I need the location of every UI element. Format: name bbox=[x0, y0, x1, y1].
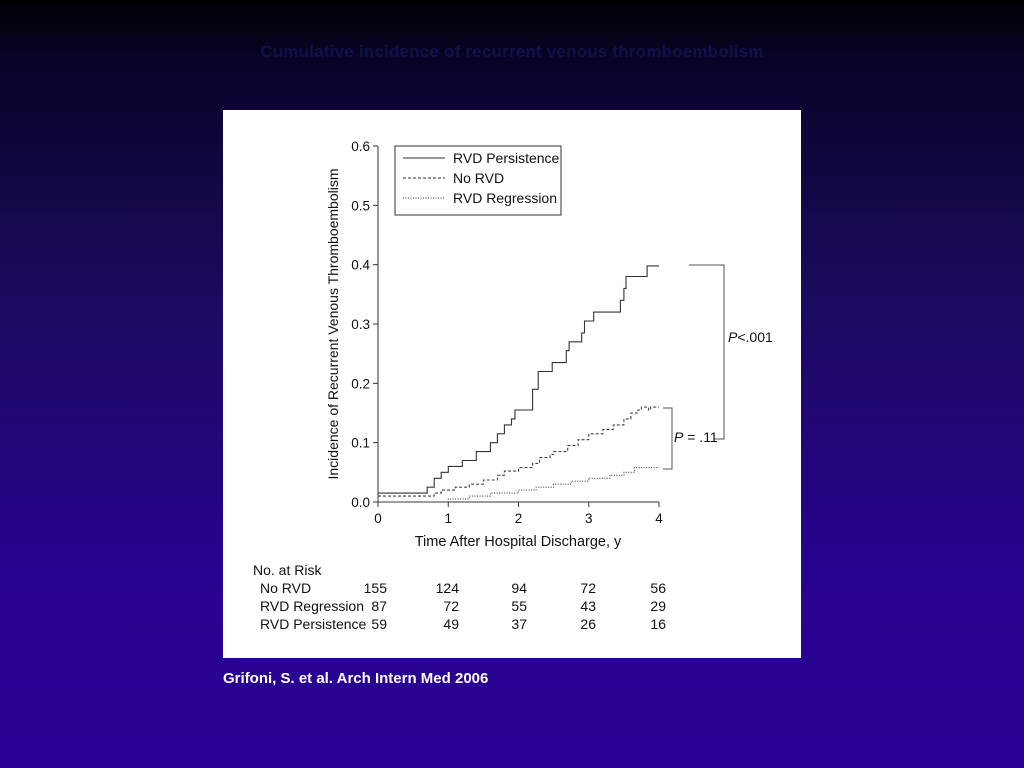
risk-row-label: RVD Persistence bbox=[260, 616, 367, 632]
x-tick-label: 3 bbox=[585, 511, 593, 526]
annotation-p11: P = .11 bbox=[674, 429, 718, 445]
bracket-p11 bbox=[663, 407, 673, 470]
chart: 0.0 0.1 0.2 0.3 0.4 0.5 0.6 0 1 2 3 4 RVD Persisten… bbox=[253, 139, 773, 632]
risk-cell: 55 bbox=[511, 598, 527, 614]
risk-table: No. at Risk No RVD 155 124 94 72 56 RVD Regres… bbox=[253, 562, 666, 632]
annotation-p001: P<.001 bbox=[728, 329, 773, 345]
x-tick-label: 1 bbox=[444, 511, 452, 526]
risk-cell: 16 bbox=[650, 616, 666, 632]
y-tick-label: 0.4 bbox=[351, 258, 370, 273]
annotation-p11-value: = .11 bbox=[683, 429, 718, 445]
legend-label: No RVD bbox=[453, 170, 504, 186]
y-tick-label: 0.2 bbox=[351, 376, 370, 391]
risk-cell: 37 bbox=[511, 616, 527, 632]
risk-table-title: No. at Risk bbox=[253, 562, 322, 578]
risk-cell: 94 bbox=[511, 580, 527, 596]
series-line-no-rvd bbox=[378, 406, 659, 497]
slide-title: Cumulative incidence of recurrent venous… bbox=[260, 42, 764, 61]
risk-cell: 49 bbox=[443, 616, 459, 632]
risk-cell: 155 bbox=[364, 580, 388, 596]
annotation-p001-prefix: P bbox=[728, 329, 738, 345]
y-tick-label: 0.0 bbox=[351, 495, 370, 510]
risk-cell: 87 bbox=[371, 598, 387, 614]
x-tick-label: 2 bbox=[515, 511, 523, 526]
y-tick-label: 0.5 bbox=[351, 198, 370, 213]
y-tick-label: 0.1 bbox=[351, 436, 370, 451]
y-axis-label: Incidence of Recurrent Venous Thromboemb… bbox=[325, 168, 341, 479]
risk-cell: 72 bbox=[443, 598, 459, 614]
y-tick-label: 0.6 bbox=[351, 139, 370, 154]
x-tick-label: 4 bbox=[655, 511, 663, 526]
x-tick-label: 0 bbox=[374, 511, 382, 526]
risk-cell: 26 bbox=[580, 616, 596, 632]
citation: Grifoni, S. et al. Arch Intern Med 2006 bbox=[223, 670, 489, 687]
y-tick-label: 0.3 bbox=[351, 317, 370, 332]
risk-cell: 43 bbox=[580, 598, 596, 614]
bracket-p001 bbox=[689, 264, 725, 440]
risk-cell: 59 bbox=[371, 616, 387, 632]
figure-panel: 0.0 0.1 0.2 0.3 0.4 0.5 0.6 0 1 2 3 4 RVD Persisten… bbox=[223, 110, 801, 658]
risk-cell: 124 bbox=[436, 580, 460, 596]
axes: 0.0 0.1 0.2 0.3 0.4 0.5 0.6 0 1 2 3 4 bbox=[351, 139, 663, 526]
annotations: P<.001 P = .11 bbox=[663, 264, 773, 470]
risk-cell: 29 bbox=[650, 598, 666, 614]
annotation-p001-value: <.001 bbox=[737, 329, 773, 345]
series-layer bbox=[378, 265, 659, 503]
series-line-rvd-persistence bbox=[378, 265, 659, 494]
risk-row-label: RVD Regression bbox=[260, 598, 364, 614]
risk-cell: 56 bbox=[650, 580, 666, 596]
legend-label: RVD Regression bbox=[453, 190, 557, 206]
series-line-rvd-regression bbox=[378, 467, 659, 503]
annotation-p11-prefix: P bbox=[674, 429, 684, 445]
legend-label: RVD Persistence bbox=[453, 150, 560, 166]
risk-cell: 72 bbox=[580, 580, 596, 596]
legend: RVD Persistence No RVD RVD Regression bbox=[394, 145, 562, 216]
risk-row-label: No RVD bbox=[260, 580, 311, 596]
x-axis-label: Time After Hospital Discharge, y bbox=[415, 534, 622, 550]
